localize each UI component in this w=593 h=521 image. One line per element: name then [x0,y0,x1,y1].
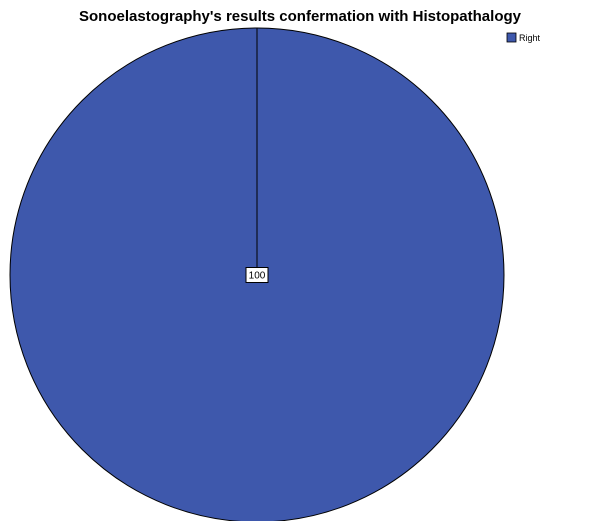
data-label: 100 [249,271,266,282]
legend: Right [507,33,541,43]
legend-swatch-right [507,33,516,42]
chart-title: Sonoelastography's results confermation … [79,8,522,25]
pie-data-labels: 100 [246,268,268,283]
legend-label-right: Right [519,33,541,43]
